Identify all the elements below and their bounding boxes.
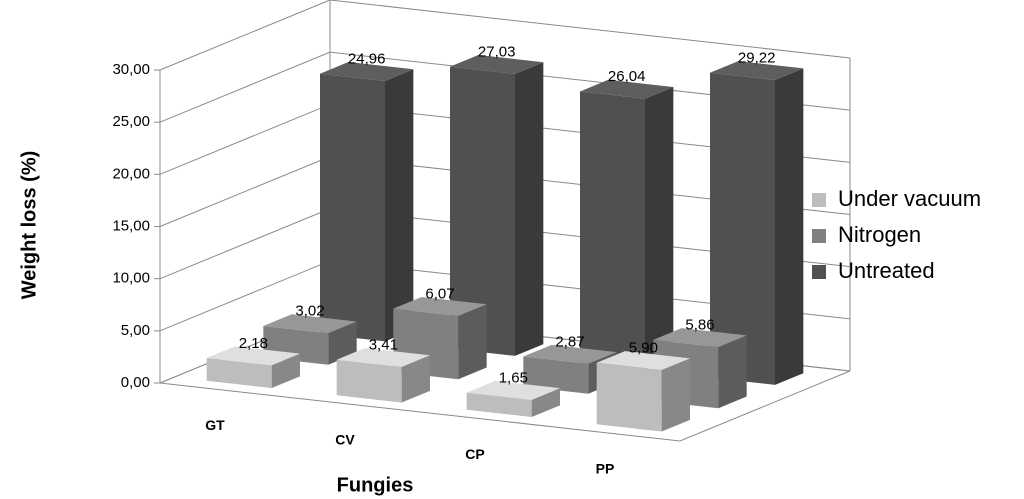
bar-top (393, 296, 487, 316)
bar-top (450, 54, 544, 74)
grid-line (159, 51, 851, 123)
y-tick-label: 30,00 (112, 61, 150, 78)
bar-side (385, 69, 414, 342)
bar-front (523, 356, 589, 394)
value-label: 26,04 (608, 68, 646, 85)
value-label: 29,22 (738, 50, 776, 67)
y-axis-title: Weight loss (%) (18, 151, 40, 300)
bar-side (775, 68, 804, 385)
legend-swatch (812, 229, 826, 243)
bar-front (206, 358, 272, 389)
bar-side (458, 304, 487, 380)
bar (336, 348, 430, 403)
bar (596, 351, 690, 432)
value-label: 2,87 (555, 333, 584, 350)
y-tick-label: 5,00 (121, 322, 150, 339)
bar-side (531, 388, 560, 418)
grid-line (159, 0, 851, 71)
bar-top (263, 314, 357, 334)
x-tick-label: GT (205, 417, 225, 433)
bar-front (580, 91, 645, 371)
value-label: 3,41 (369, 336, 398, 353)
bar-side (515, 62, 544, 356)
value-label: 1,65 (499, 369, 528, 386)
bar-side (718, 335, 747, 409)
bar (710, 61, 804, 385)
bar-front (596, 362, 662, 432)
x-axis-title: Fungies (337, 474, 414, 496)
y-tick-label: 20,00 (112, 165, 150, 182)
y-tick-label: 10,00 (112, 270, 150, 287)
bar-top (466, 380, 560, 400)
y-tick-label: 0,00 (121, 374, 150, 391)
bar-top (320, 62, 414, 81)
bar-front (710, 72, 775, 385)
x-tick-label: PP (596, 460, 615, 476)
value-label: 5,86 (685, 317, 714, 334)
bar-side (271, 353, 300, 389)
bar-front (450, 66, 515, 356)
bar-front (466, 392, 532, 418)
bar-front (336, 359, 402, 403)
value-label: 5,90 (629, 339, 658, 356)
bar (450, 54, 544, 356)
bar (320, 62, 414, 342)
bar (580, 79, 674, 371)
bar-top (710, 61, 804, 81)
bar-top (523, 344, 617, 364)
bar-top (206, 346, 300, 366)
bar-front (320, 73, 385, 342)
legend-label: Untreated (838, 258, 935, 283)
legend-label: Nitrogen (838, 222, 921, 247)
legend-swatch (812, 265, 826, 279)
value-label: 2,18 (239, 335, 268, 352)
bar-side (328, 321, 357, 365)
y-tick-label: 15,00 (112, 217, 150, 234)
x-tick-label: CP (465, 446, 484, 462)
bar (466, 380, 560, 418)
legend-swatch (812, 193, 826, 207)
bar (206, 346, 300, 389)
bar-top (596, 351, 690, 370)
value-label: 24,96 (348, 50, 386, 67)
y-tick-label: 25,00 (112, 113, 150, 130)
bar-top (580, 79, 674, 99)
legend-label: Under vacuum (838, 186, 981, 211)
bar-top (653, 328, 747, 348)
bar-side (661, 358, 690, 432)
x-tick-label: CV (335, 431, 355, 447)
bar-side (645, 87, 674, 371)
bar-top (336, 348, 430, 367)
value-label: 6,07 (425, 285, 454, 302)
value-label: 3,02 (295, 303, 324, 320)
value-label: 27,03 (478, 43, 516, 60)
bar-side (401, 355, 430, 403)
